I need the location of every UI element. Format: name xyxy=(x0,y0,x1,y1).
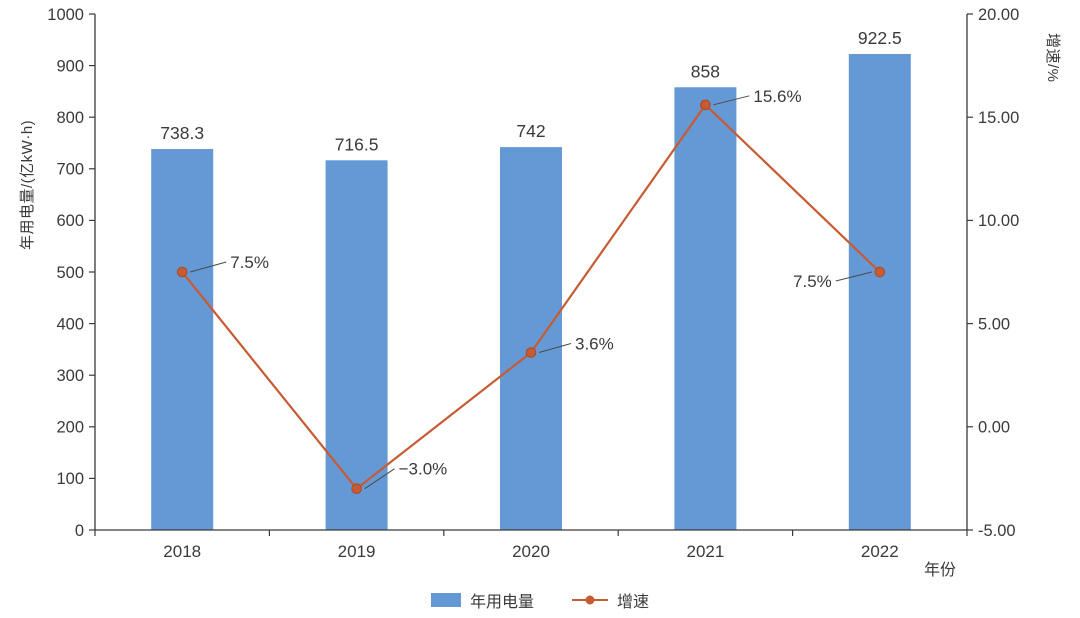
legend-label-line-series: 增速 xyxy=(617,594,650,611)
svg-text:858: 858 xyxy=(691,61,720,81)
svg-text:−3.0%: −3.0% xyxy=(399,460,448,479)
svg-text:7.5%: 7.5% xyxy=(793,272,832,291)
svg-text:15.00: 15.00 xyxy=(978,109,1019,127)
svg-text:742: 742 xyxy=(516,121,545,141)
svg-text:400: 400 xyxy=(56,315,84,333)
x-axis-title: 年份 xyxy=(924,562,957,579)
bar-2018 xyxy=(151,149,214,530)
legend-item-line-series: 增速 xyxy=(572,588,649,612)
svg-text:5.00: 5.00 xyxy=(978,315,1010,333)
svg-text:20.00: 20.00 xyxy=(978,6,1019,24)
bar-series-swatch xyxy=(430,593,461,607)
svg-text:716.5: 716.5 xyxy=(335,134,379,154)
left-axis-title: 年用电量/(亿kW·h) xyxy=(19,119,36,250)
svg-text:-5.00: -5.00 xyxy=(978,522,1016,540)
svg-text:900: 900 xyxy=(56,57,84,75)
bar-2019 xyxy=(325,160,388,530)
svg-text:2020: 2020 xyxy=(512,542,550,561)
line-series-marker-icon xyxy=(585,595,595,605)
line-series-swatch xyxy=(572,593,608,607)
svg-text:922.5: 922.5 xyxy=(858,28,902,48)
legend-item-bar-series: 年用电量 xyxy=(430,588,534,612)
svg-text:15.6%: 15.6% xyxy=(753,87,801,106)
svg-text:1000: 1000 xyxy=(47,6,84,24)
svg-text:738.3: 738.3 xyxy=(160,123,204,143)
legend: 年用电量 增速 xyxy=(430,588,649,612)
svg-text:800: 800 xyxy=(56,109,84,127)
svg-text:500: 500 xyxy=(56,264,84,282)
svg-text:10.00: 10.00 xyxy=(978,212,1019,230)
bar-2022 xyxy=(848,53,911,531)
right-axis-title: 增速/% xyxy=(1044,33,1061,83)
legend-label-bar-series: 年用电量 xyxy=(469,594,534,611)
svg-text:0: 0 xyxy=(75,522,84,540)
svg-text:300: 300 xyxy=(56,367,84,385)
svg-text:2019: 2019 xyxy=(338,542,376,561)
svg-text:3.6%: 3.6% xyxy=(575,334,614,353)
svg-text:100: 100 xyxy=(56,470,84,488)
bar-2021 xyxy=(674,87,737,530)
svg-text:2022: 2022 xyxy=(861,542,899,561)
svg-text:2021: 2021 xyxy=(686,542,724,561)
bar-2020 xyxy=(500,147,562,531)
svg-text:7.5%: 7.5% xyxy=(230,253,269,272)
svg-text:700: 700 xyxy=(56,161,84,179)
svg-text:600: 600 xyxy=(56,212,84,230)
svg-text:0.00: 0.00 xyxy=(978,419,1010,437)
svg-text:2018: 2018 xyxy=(163,542,201,561)
svg-text:200: 200 xyxy=(56,419,84,437)
